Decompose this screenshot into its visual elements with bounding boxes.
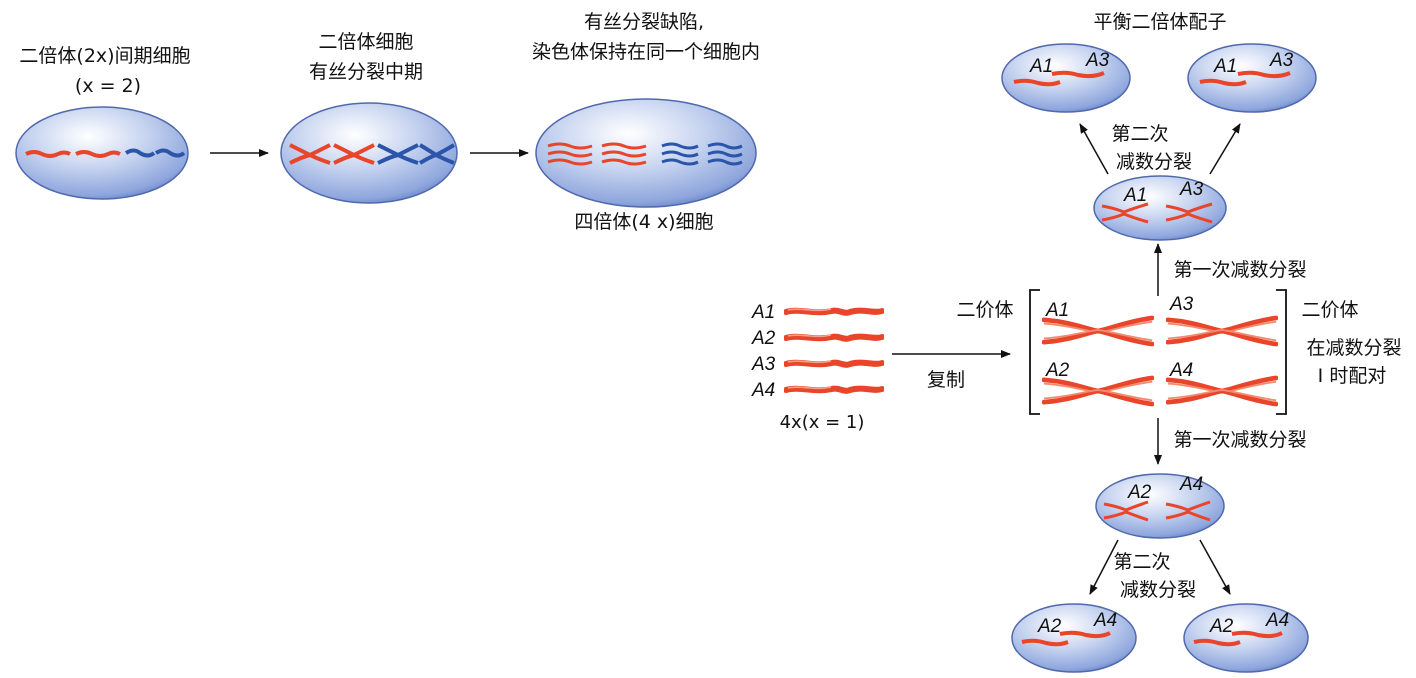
meiosis2-up-label-1: 第二次 <box>1111 123 1168 145</box>
gamete-ul-gene-a1: A1 <box>1029 56 1053 77</box>
gamete-ll-gene-a4: A4 <box>1093 610 1117 631</box>
upper-cell-gene-a3: A3 <box>1179 179 1204 200</box>
bivalent-a2 <box>1044 378 1152 404</box>
left-bracket <box>1029 289 1040 415</box>
meiosis2-down-left-arrow <box>1089 539 1119 595</box>
gene-label-a1: A1 <box>751 302 775 323</box>
gamete-ll-gene-a2: A2 <box>1037 616 1062 637</box>
cell1-subtitle: (x = 2) <box>75 75 141 97</box>
cell3-subtitle: 染色体保持在同一个细胞内 <box>532 41 760 63</box>
bivalent-a1 <box>1044 318 1152 344</box>
meiosis2-up-label-2: 减数分裂 <box>1116 151 1192 173</box>
bivalent-a4 <box>1168 378 1276 404</box>
replication-label: 复制 <box>927 369 965 391</box>
lower-meiosis1-cell <box>1095 473 1225 539</box>
gene-label-a3: A3 <box>751 354 776 375</box>
ploidy-label: 4x(x = 1) <box>780 412 865 433</box>
bivalent-gene-a4: A4 <box>1169 360 1193 381</box>
gene-label-a2: A2 <box>751 328 776 349</box>
lower-cell-gene-a2: A2 <box>1127 482 1152 503</box>
tetraploid-caption: 四倍体(4 x)细胞 <box>574 211 713 233</box>
tetraploid-cell <box>535 98 757 208</box>
bivalent-gene-a2: A2 <box>1045 360 1070 381</box>
upper-meiosis1-cell <box>1093 175 1227 241</box>
gamete-upper-left <box>1001 43 1131 113</box>
gamete-ul-gene-a3: A3 <box>1085 50 1110 71</box>
chromosome-a3 <box>786 361 882 365</box>
diploid-interphase-cell <box>15 106 189 200</box>
meiosis2-up-left-arrow <box>1079 123 1109 175</box>
lower-cell-gene-a4: A4 <box>1179 474 1203 495</box>
bivalent-a3 <box>1168 318 1276 344</box>
cell1-title: 二倍体(2x)间期细胞 <box>19 45 190 67</box>
bivalent-left-label: 二价体 <box>956 299 1013 321</box>
diploid-metaphase-cell <box>280 102 458 204</box>
gamete-lr-gene-a4: A4 <box>1265 610 1289 631</box>
gamete-ur-gene-a1: A1 <box>1213 56 1237 77</box>
pairing-label-2: I 时配对 <box>1318 365 1387 387</box>
chromosome-a1 <box>786 309 882 313</box>
cell2-subtitle: 有丝分裂中期 <box>309 61 423 83</box>
chromosome-a4 <box>786 387 882 391</box>
meiosis1-down-label: 第一次减数分裂 <box>1173 429 1306 451</box>
meiosis1-up-label: 第一次减数分裂 <box>1173 259 1306 281</box>
cell3-title: 有丝分裂缺陷, <box>584 11 704 33</box>
right-bracket <box>1276 289 1287 415</box>
cell2-title: 二倍体细胞 <box>318 31 413 53</box>
gamete-lower-right <box>1183 603 1309 673</box>
gamete-title: 平衡二倍体配子 <box>1093 11 1226 33</box>
upper-cell-gene-a1: A1 <box>1123 185 1147 206</box>
meiosis2-down-right-arrow <box>1199 539 1231 595</box>
meiosis2-up-right-arrow <box>1209 123 1241 175</box>
pairing-label-1: 在减数分裂 <box>1306 337 1401 359</box>
bivalent-gene-a3: A3 <box>1169 294 1194 315</box>
gamete-upper-right <box>1187 43 1317 113</box>
meiosis2-down-label-1: 第二次 <box>1113 551 1170 573</box>
chromosome-a2 <box>786 335 882 339</box>
gamete-ur-gene-a3: A3 <box>1269 50 1294 71</box>
meiosis2-down-label-2: 减数分裂 <box>1120 579 1196 601</box>
bivalent-gene-a1: A1 <box>1045 300 1069 321</box>
bivalent-right-label: 二价体 <box>1301 299 1358 321</box>
gamete-lr-gene-a2: A2 <box>1209 616 1234 637</box>
gene-label-a4: A4 <box>751 380 775 401</box>
gamete-lower-left <box>1011 603 1137 673</box>
